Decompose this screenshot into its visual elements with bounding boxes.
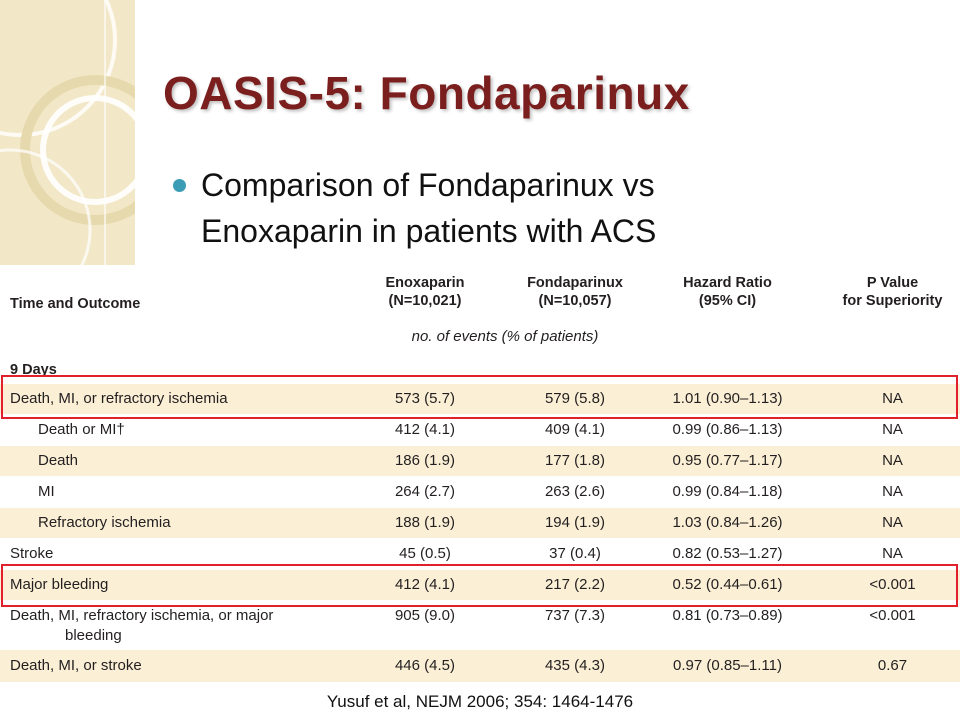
- bullet-point: Comparison of Fondaparinux vs Enoxaparin…: [173, 162, 773, 254]
- table-row: Death or MI† 412 (4.1) 409 (4.1) 0.99 (0…: [0, 415, 960, 445]
- row-enoxaparin: 412 (4.1): [394, 576, 456, 593]
- header-time-outcome: Time and Outcome: [10, 296, 141, 312]
- decorative-corner-graphic: [0, 0, 135, 265]
- header-enoxaparin: Enoxaparin (N=10,021): [355, 274, 495, 310]
- row-fondaparinux: 579 (5.8): [544, 390, 606, 407]
- header-enoxaparin-n: (N=10,021): [388, 293, 462, 309]
- header-p-value-label: P Value: [866, 275, 919, 291]
- row-hazard-ratio: 1.03 (0.84–1.26): [672, 514, 783, 531]
- table-row: Death, MI, or stroke 446 (4.5) 435 (4.3)…: [0, 650, 960, 682]
- row-label: Death, MI, or stroke: [10, 657, 142, 674]
- row-fondaparinux: 217 (2.2): [544, 576, 606, 593]
- row-fondaparinux: 177 (1.8): [544, 452, 606, 469]
- row-fondaparinux: 194 (1.9): [544, 514, 606, 531]
- row-p-value: NA: [882, 421, 903, 438]
- row-fondaparinux: 37 (0.4): [549, 545, 601, 562]
- row-p-value: <0.001: [869, 576, 916, 593]
- table-row: Stroke 45 (0.5) 37 (0.4) 0.82 (0.53–1.27…: [0, 539, 960, 569]
- row-label: Death or MI†: [38, 421, 125, 438]
- row-label-line2: bleeding: [65, 627, 122, 644]
- row-p-value: 0.67: [877, 657, 908, 674]
- row-hazard-ratio: 0.81 (0.73–0.89): [672, 607, 783, 624]
- slide-title: OASIS-5: Fondaparinux: [163, 67, 690, 119]
- row-label: MI: [38, 483, 55, 500]
- row-enoxaparin: 446 (4.5): [394, 657, 456, 674]
- row-p-value: NA: [882, 514, 903, 531]
- table-row: Major bleeding 412 (4.1) 217 (2.2) 0.52 …: [0, 570, 960, 600]
- row-p-value: NA: [882, 483, 903, 500]
- header-fondaparinux-label: Fondaparinux: [527, 275, 623, 291]
- units-note: no. of events (% of patients): [411, 328, 599, 345]
- row-p-value: <0.001: [869, 607, 916, 624]
- row-enoxaparin: 412 (4.1): [394, 421, 456, 438]
- bullet-dot-icon: [173, 179, 186, 192]
- header-enoxaparin-label: Enoxaparin: [385, 275, 465, 291]
- header-hazard-ci: (95% CI): [698, 293, 757, 309]
- header-p-value-sub: for Superiority: [842, 293, 943, 309]
- table-row: MI 264 (2.7) 263 (2.6) 0.99 (0.84–1.18) …: [0, 477, 960, 507]
- row-enoxaparin: 188 (1.9): [394, 514, 456, 531]
- row-p-value: NA: [882, 390, 903, 407]
- row-label: Death, MI, refractory ischemia, or major…: [10, 606, 273, 646]
- row-hazard-ratio: 0.99 (0.84–1.18): [672, 483, 783, 500]
- table-row: Death, MI, or refractory ischemia 573 (5…: [0, 384, 960, 414]
- row-label: Stroke: [10, 545, 54, 562]
- row-fondaparinux: 409 (4.1): [544, 421, 606, 438]
- header-fondaparinux: Fondaparinux (N=10,057): [505, 274, 645, 310]
- header-fondaparinux-n: (N=10,057): [538, 293, 612, 309]
- row-fondaparinux: 435 (4.3): [544, 657, 606, 674]
- citation: Yusuf et al, NEJM 2006; 354: 1464-1476: [326, 692, 634, 711]
- highlight-box-primary-outcome: [1, 375, 958, 419]
- row-enoxaparin: 186 (1.9): [394, 452, 456, 469]
- row-hazard-ratio: 0.95 (0.77–1.17): [672, 452, 783, 469]
- table-row: Death 186 (1.9) 177 (1.8) 0.95 (0.77–1.1…: [0, 446, 960, 476]
- header-p-value: P Value for Superiority: [820, 274, 960, 310]
- table-row: Refractory ischemia 188 (1.9) 194 (1.9) …: [0, 508, 960, 538]
- row-label-line1: Death, MI, refractory ischemia, or major: [10, 607, 274, 624]
- row-enoxaparin: 905 (9.0): [394, 607, 456, 624]
- table-header: Time and Outcome Enoxaparin (N=10,021) F…: [0, 266, 960, 378]
- section-label: 9 Days: [10, 362, 57, 378]
- row-fondaparinux: 263 (2.6): [544, 483, 606, 500]
- row-fondaparinux: 737 (7.3): [544, 607, 606, 624]
- row-hazard-ratio: 0.52 (0.44–0.61): [672, 576, 783, 593]
- outcomes-table: Time and Outcome Enoxaparin (N=10,021) F…: [0, 266, 960, 683]
- row-hazard-ratio: 0.82 (0.53–1.27): [672, 545, 783, 562]
- row-enoxaparin: 573 (5.7): [394, 390, 456, 407]
- row-label: Death: [38, 452, 79, 469]
- row-label: Major bleeding: [10, 576, 109, 593]
- row-p-value: NA: [882, 452, 903, 469]
- row-hazard-ratio: 1.01 (0.90–1.13): [672, 390, 783, 407]
- bullet-text: Comparison of Fondaparinux vs Enoxaparin…: [201, 167, 657, 249]
- table-row: Death, MI, refractory ischemia, or major…: [0, 602, 960, 648]
- row-label: Death, MI, or refractory ischemia: [10, 390, 228, 407]
- row-enoxaparin: 45 (0.5): [399, 545, 451, 562]
- row-hazard-ratio: 0.99 (0.86–1.13): [672, 421, 783, 438]
- highlight-box-major-bleeding: [1, 564, 958, 607]
- row-label: Refractory ischemia: [38, 514, 171, 531]
- row-hazard-ratio: 0.97 (0.85–1.11): [673, 657, 782, 674]
- row-p-value: NA: [882, 545, 903, 562]
- header-hazard-ratio: Hazard Ratio (95% CI): [655, 274, 800, 310]
- row-enoxaparin: 264 (2.7): [394, 483, 456, 500]
- header-hazard-ratio-label: Hazard Ratio: [683, 275, 772, 291]
